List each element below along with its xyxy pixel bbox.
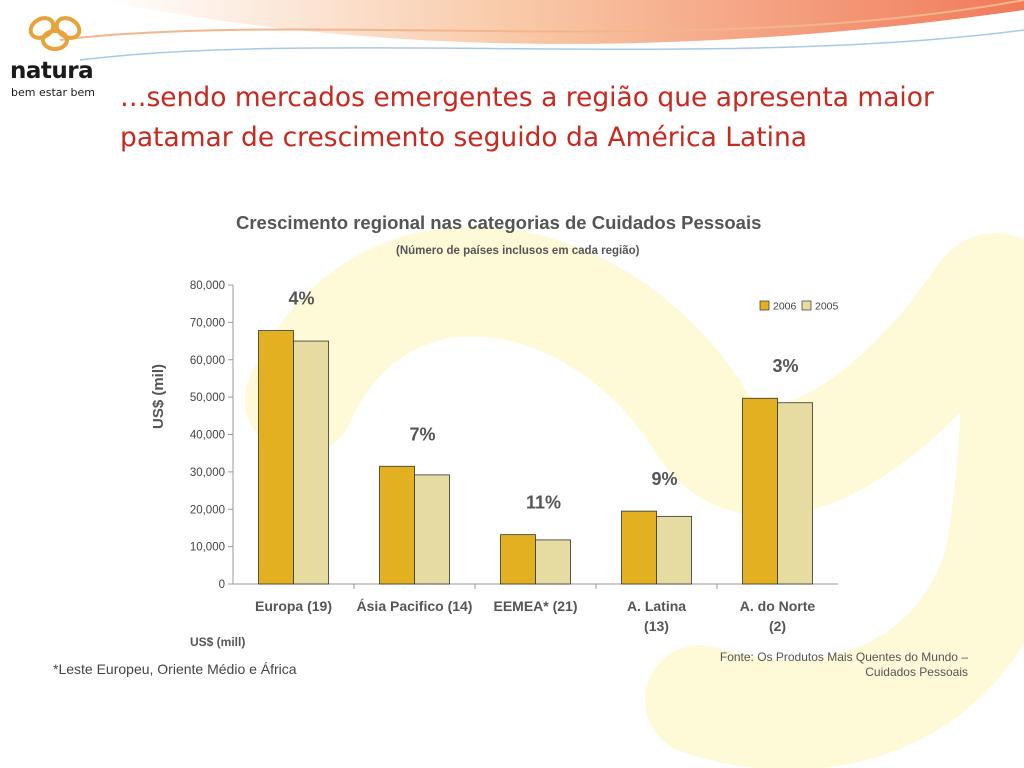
logo-tagline: bem estar bem bbox=[11, 86, 95, 99]
x-tick-label: A. Latina bbox=[627, 598, 686, 614]
growth-annotation: 11% bbox=[526, 493, 561, 513]
y-tick-label: 50,000 bbox=[190, 392, 225, 404]
growth-annotation: 7% bbox=[409, 424, 435, 444]
bar-2006 bbox=[379, 465, 415, 585]
unit-note: US$ (mill) bbox=[190, 635, 245, 649]
x-tick-label: Europa (19) bbox=[255, 598, 332, 614]
y-tick-label: 60,000 bbox=[190, 355, 225, 367]
growth-annotation: 3% bbox=[772, 356, 798, 376]
y-tick-label: 40,000 bbox=[190, 430, 225, 442]
source-line-1: Fonte: Os Produtos Mais Quentes do Mundo… bbox=[719, 650, 968, 664]
source-note: Fonte: Os Produtos Mais Quentes do Mundo… bbox=[640, 650, 968, 680]
chart-title: Crescimento regional nas categorias de C… bbox=[236, 212, 762, 233]
y-tick-label: 20,000 bbox=[190, 504, 225, 516]
growth-annotation: 4% bbox=[288, 289, 314, 309]
legend-label-2005: 2005 bbox=[815, 301, 839, 313]
legend-swatch-2006 bbox=[759, 300, 770, 311]
bar-2005 bbox=[414, 474, 450, 585]
bar-2006 bbox=[742, 397, 778, 585]
y-tick-label: 30,000 bbox=[190, 467, 225, 479]
y-tick-label: 0 bbox=[219, 579, 225, 591]
bar-2006 bbox=[621, 510, 657, 585]
page-title: …sendo mercados emergentes a região que … bbox=[120, 78, 1010, 158]
x-tick-label: (13) bbox=[644, 618, 669, 634]
legend-label-2006: 2006 bbox=[773, 301, 797, 313]
bar-2005 bbox=[293, 340, 329, 585]
y-tick-label: 10,000 bbox=[190, 542, 225, 554]
y-tick-label: 80,000 bbox=[190, 280, 225, 292]
x-tick-label: EEMEA* (21) bbox=[493, 598, 577, 614]
source-line-2: Cuidados Pessoais bbox=[865, 665, 968, 679]
flower-icon bbox=[28, 16, 82, 51]
bar-2005 bbox=[777, 402, 813, 585]
footnote: *Leste Europeu, Oriente Médio e África bbox=[53, 661, 297, 677]
logo-brand-text: natura bbox=[10, 58, 94, 84]
growth-annotation: 9% bbox=[651, 469, 677, 489]
x-tick-label: Ásia Pacifico (14) bbox=[357, 598, 473, 614]
natura-logo: natura bem estar bem bbox=[4, 8, 104, 99]
x-tick-label: (2) bbox=[769, 618, 786, 634]
chart-subtitle: (Número de países inclusos em cada regiã… bbox=[396, 245, 640, 257]
headline-line-2: patamar de crescimento seguido da Améric… bbox=[120, 122, 808, 153]
y-tick-label: 70,000 bbox=[190, 317, 225, 329]
y-axis-label: US$ (mil) bbox=[150, 364, 167, 429]
bar-2005 bbox=[656, 515, 692, 585]
headline-line-1: …sendo mercados emergentes a região que … bbox=[120, 82, 934, 113]
bar-2006 bbox=[258, 330, 294, 585]
x-tick-label: A. do Norte bbox=[740, 598, 816, 614]
bar-2006 bbox=[500, 534, 536, 585]
bar-2005 bbox=[535, 539, 571, 585]
legend-swatch-2005 bbox=[801, 300, 812, 311]
